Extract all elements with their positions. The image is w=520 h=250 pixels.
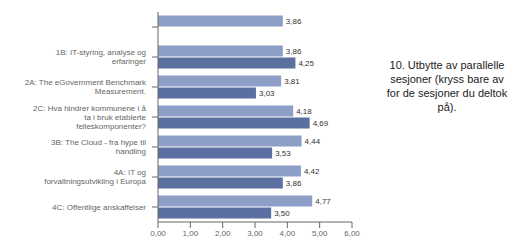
svg-text:5,00: 5,00 (312, 229, 328, 238)
svg-text:4,44: 4,44 (305, 137, 321, 146)
svg-text:3,50: 3,50 (274, 209, 290, 218)
svg-text:2C: Hva hindrer kommunene i åt: 2C: Hva hindrer kommunene i åta i bruk e… (33, 104, 147, 131)
html-text:på).: på). (437, 101, 457, 113)
svg-text:3,53: 3,53 (275, 149, 291, 158)
svg-text:3,86: 3,86 (286, 47, 302, 56)
svg-text:3,86: 3,86 (286, 179, 302, 188)
svg-text:6,00: 6,00 (344, 229, 360, 238)
svg-text:2,00: 2,00 (215, 229, 231, 238)
svg-text:4,69: 4,69 (313, 119, 329, 128)
html-text:10. Utbytte av parallelle: 10. Utbytte av parallelle (389, 59, 505, 71)
svg-text:3,00: 3,00 (247, 229, 263, 238)
html-text:for de sesjoner du deltok: for de sesjoner du deltok (386, 87, 508, 99)
svg-text:1,00: 1,00 (183, 229, 199, 238)
svg-text:4C: Offentlige anskaffelser: 4C: Offentlige anskaffelser (52, 203, 146, 212)
svg-text:4,00: 4,00 (280, 229, 296, 238)
svg-text:4,42: 4,42 (304, 167, 320, 176)
svg-text:1B: IT-styring, analyse ogerfa: 1B: IT-styring, analyse ogerfaringer (56, 48, 147, 66)
svg-text:4,25: 4,25 (298, 59, 314, 68)
svg-text:4A: IT ogforvaltningsutvikling: 4A: IT ogforvaltningsutvikling i Europa (44, 168, 146, 186)
svg-text:3,81: 3,81 (284, 77, 300, 86)
svg-text:4,18: 4,18 (296, 107, 312, 116)
svg-text:3,86: 3,86 (286, 17, 302, 26)
svg-text:4,77: 4,77 (315, 197, 331, 206)
svg-text:0,00: 0,00 (150, 229, 166, 238)
svg-text:2A: The eGovernment BenchmarkM: 2A: The eGovernment BenchmarkMeasurement… (25, 78, 147, 96)
html-text:sesjoner (kryss bare av: sesjoner (kryss bare av (390, 73, 504, 85)
svg-text:3B: The Cloud - fra hype tilha: 3B: The Cloud - fra hype tilhandling (51, 138, 146, 156)
svg-text:3,03: 3,03 (259, 89, 275, 98)
